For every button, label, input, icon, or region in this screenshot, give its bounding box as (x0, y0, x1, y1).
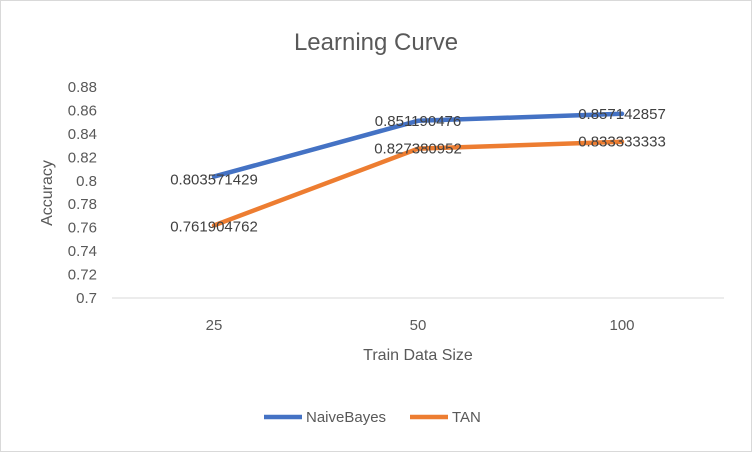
y-tick-label: 0.74 (68, 243, 97, 260)
y-tick-label: 0.76 (68, 220, 97, 237)
data-label: 0.803571429 (170, 172, 258, 189)
data-label: 0.851190476 (375, 113, 461, 130)
data-label: 0.827380952 (374, 141, 462, 158)
y-tick-label: 0.72 (68, 267, 97, 284)
chart-title: Learning Curve (294, 29, 458, 56)
data-label: 0.761904762 (170, 218, 258, 235)
legend: NaiveBayes TAN (264, 409, 481, 426)
x-tick-label: 50 (410, 317, 427, 334)
y-tick-label: 0.88 (68, 79, 97, 96)
x-axis-label: Train Data Size (363, 347, 473, 364)
y-tick-label: 0.7 (76, 290, 97, 307)
legend-label-tan: TAN (452, 409, 481, 426)
data-labels: 0.803571429 0.851190476 0.857142857 0.76190… (170, 106, 666, 236)
x-tick-label: 25 (206, 317, 223, 334)
y-axis-label: Accuracy (39, 160, 56, 226)
x-tick-label: 100 (609, 317, 634, 334)
y-tick-label: 0.8 (76, 173, 97, 190)
legend-label-naivebayes: NaiveBayes (306, 409, 386, 426)
y-tick-label: 0.78 (68, 196, 97, 213)
data-label: 0.857142857 (578, 106, 666, 123)
series-lines (211, 111, 625, 228)
x-axis-ticks: 25 50 100 (206, 317, 635, 334)
y-tick-label: 0.82 (68, 149, 97, 166)
data-label: 0.833333333 (578, 134, 666, 151)
y-tick-label: 0.84 (68, 126, 97, 143)
y-axis-ticks: 0.7 0.72 0.74 0.76 0.78 0.8 0.82 0.84 0.86 0.88 (68, 79, 97, 307)
y-tick-label: 0.86 (68, 102, 97, 119)
series-line-naivebayes (211, 111, 625, 179)
series-line-tan (211, 139, 625, 228)
